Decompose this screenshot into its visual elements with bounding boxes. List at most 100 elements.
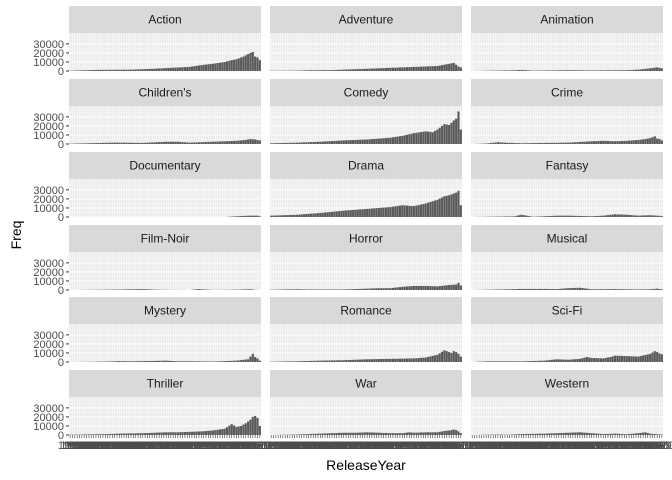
bar-adventure: [410, 67, 413, 71]
bar-thriller: [209, 430, 212, 435]
bar-romance: [443, 350, 446, 362]
bar-horror: [326, 289, 329, 290]
bar-sci-fi: [522, 361, 525, 362]
bar-western: [649, 433, 652, 435]
facet-strip: [270, 297, 462, 324]
bar-comedy: [274, 143, 277, 144]
bar-war: [410, 432, 413, 435]
bar-war: [352, 432, 355, 435]
x-tick-label: 1942: [514, 440, 538, 452]
bar-romance: [368, 359, 371, 362]
bar-adventure: [340, 69, 343, 71]
bar-crime: [625, 140, 628, 144]
bar-animation: [583, 70, 586, 71]
y-tick-label: 10000: [33, 421, 64, 433]
bar-thriller: [228, 425, 231, 435]
x-tick-label: 1979: [399, 440, 423, 452]
bar-war: [370, 432, 373, 435]
bar-horror: [284, 289, 287, 290]
facet-strip: [69, 152, 261, 179]
bar-thriller: [204, 431, 208, 435]
bar-animation: [560, 70, 563, 71]
bar-fantasy: [642, 215, 645, 217]
bar-fantasy: [569, 215, 572, 217]
x-tick-label: 1933: [493, 440, 517, 452]
x-tick-label: 1940: [107, 440, 131, 452]
bar-romance: [455, 352, 458, 362]
bar-sci-fi: [571, 359, 574, 362]
bar-western: [620, 434, 624, 435]
y-tick-label: 10000: [33, 57, 64, 69]
bar-sci-fi: [588, 357, 591, 362]
bar-thriller: [151, 432, 154, 435]
x-tick-label: 1964: [163, 440, 187, 452]
bar-sci-fi: [595, 358, 598, 362]
bar-children-s: [99, 142, 102, 144]
bar-war: [316, 433, 320, 435]
bar-war: [338, 432, 341, 435]
bar-western: [576, 432, 579, 435]
bar-drama: [340, 210, 343, 217]
x-tick-label: 1983: [208, 440, 232, 452]
bar-fantasy: [627, 214, 631, 217]
bar-children-s: [125, 142, 128, 144]
bar-romance: [405, 358, 409, 362]
bar-fantasy: [541, 216, 544, 217]
x-tick-label: 1967: [371, 440, 395, 452]
bar-mystery: [188, 361, 191, 362]
bar-musical: [639, 289, 642, 290]
bar-drama: [452, 193, 455, 217]
x-tick-label: 1975: [390, 440, 414, 452]
bar-mystery: [216, 361, 219, 362]
bar-adventure: [354, 69, 357, 71]
bar-comedy: [361, 139, 364, 144]
bar-adventure: [356, 69, 359, 71]
bar-crime: [571, 142, 574, 144]
x-tick-label: 1981: [404, 440, 428, 452]
bar-western: [531, 433, 535, 435]
bar-action: [216, 63, 219, 71]
bar-thriller: [230, 424, 233, 435]
bar-musical: [569, 288, 572, 290]
bar-thriller: [211, 430, 215, 435]
bar-drama: [431, 201, 434, 217]
x-tick-label: 1926: [74, 440, 98, 452]
y-tick-label: 0: [58, 430, 64, 442]
bar-children-s: [129, 142, 133, 144]
bar-musical: [508, 289, 511, 290]
bar-sci-fi: [524, 361, 528, 362]
x-tick-label: 1927: [77, 440, 101, 452]
bar-musical: [541, 288, 544, 290]
x-tick-label: 1994: [636, 440, 660, 452]
bar-animation: [618, 70, 621, 71]
bar-mystery: [235, 360, 238, 362]
x-tick-label: 1931: [86, 440, 110, 452]
bar-horror: [342, 289, 345, 290]
bar-crime: [522, 143, 525, 144]
bar-western: [609, 433, 612, 435]
x-tick-label: 1937: [301, 440, 325, 452]
bar-mystery: [146, 361, 149, 362]
bar-children-s: [233, 140, 236, 144]
bar-children-s: [108, 142, 112, 144]
facet-label: Film-Noir: [141, 232, 190, 246]
bar-romance: [291, 361, 294, 362]
x-tick-label: 1987: [217, 440, 241, 452]
bar-thriller: [181, 432, 184, 435]
bar-horror: [361, 288, 364, 290]
bar-romance: [429, 356, 432, 362]
bar-comedy: [359, 139, 362, 144]
bar-western: [564, 432, 567, 435]
bar-animation: [627, 70, 631, 71]
bar-romance: [335, 360, 338, 362]
bar-romance: [286, 361, 289, 362]
bar-western: [515, 434, 518, 435]
facet-label: Adventure: [339, 13, 394, 27]
x-tick-label: 1988: [621, 440, 645, 452]
bar-thriller: [186, 431, 189, 435]
bar-drama: [354, 209, 357, 217]
bar-crime: [494, 142, 497, 144]
bar-western: [658, 434, 661, 435]
bar-adventure: [373, 68, 376, 71]
bar-adventure: [431, 66, 434, 71]
